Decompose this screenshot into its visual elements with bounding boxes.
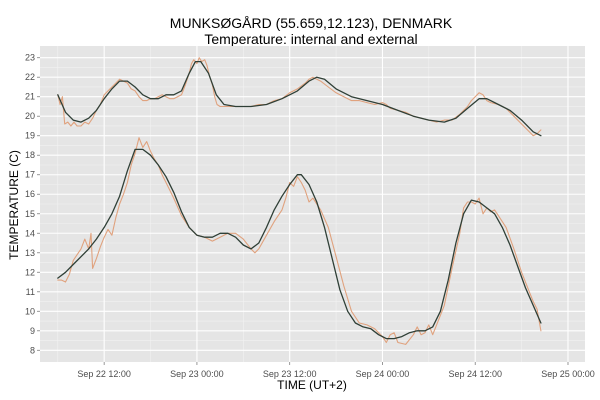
chart-title: MUNKSØGÅRD (55.659,12.123), DENMARK — [170, 15, 453, 31]
y-tick-label: 11 — [26, 287, 35, 297]
x-tick-label: Sep 24 12:00 — [448, 369, 502, 379]
grid-lines — [40, 46, 585, 362]
y-tick-label: 20 — [25, 111, 35, 121]
y-tick-label: 8 — [30, 345, 35, 355]
y-tick-label: 22 — [25, 72, 35, 82]
axis-ticks: 8 9 10 11 12 13 14 15 16 17 18 19 20 21 22 23 Sep 22 12:… — [25, 53, 595, 379]
y-tick-label: 19 — [25, 131, 35, 141]
y-tick-label: 10 — [25, 306, 35, 316]
y-tick-label: 16 — [25, 189, 35, 199]
x-tick-label: Sep 24 00:00 — [356, 369, 410, 379]
y-tick-label: 14 — [25, 228, 35, 238]
y-axis-title: TEMPERATURE (C) — [7, 150, 21, 260]
y-tick-label: 21 — [25, 92, 35, 102]
x-tick-label: Sep 22 12:00 — [77, 369, 131, 379]
y-tick-label: 13 — [25, 248, 35, 258]
y-tick-label: 9 — [30, 326, 35, 336]
series-lines — [57, 57, 542, 345]
x-tick-label: Sep 23 00:00 — [170, 369, 224, 379]
y-tick-label: 12 — [25, 267, 35, 277]
x-axis-title: TIME (UT+2) — [277, 378, 347, 392]
smoothed-temperature-line — [57, 148, 542, 340]
y-tick-label: 17 — [25, 170, 35, 180]
y-tick-label: 15 — [25, 209, 35, 219]
chart-subtitle: Temperature: internal and external — [204, 31, 417, 47]
x-tick-label: Sep 23 12:00 — [263, 369, 317, 379]
smoothed-temperature-line — [57, 60, 542, 137]
y-tick-label: 18 — [25, 150, 35, 160]
y-tick-label: 23 — [25, 53, 35, 63]
raw-temperature-line — [57, 137, 542, 345]
x-tick-label: Sep 25 00:00 — [541, 369, 595, 379]
